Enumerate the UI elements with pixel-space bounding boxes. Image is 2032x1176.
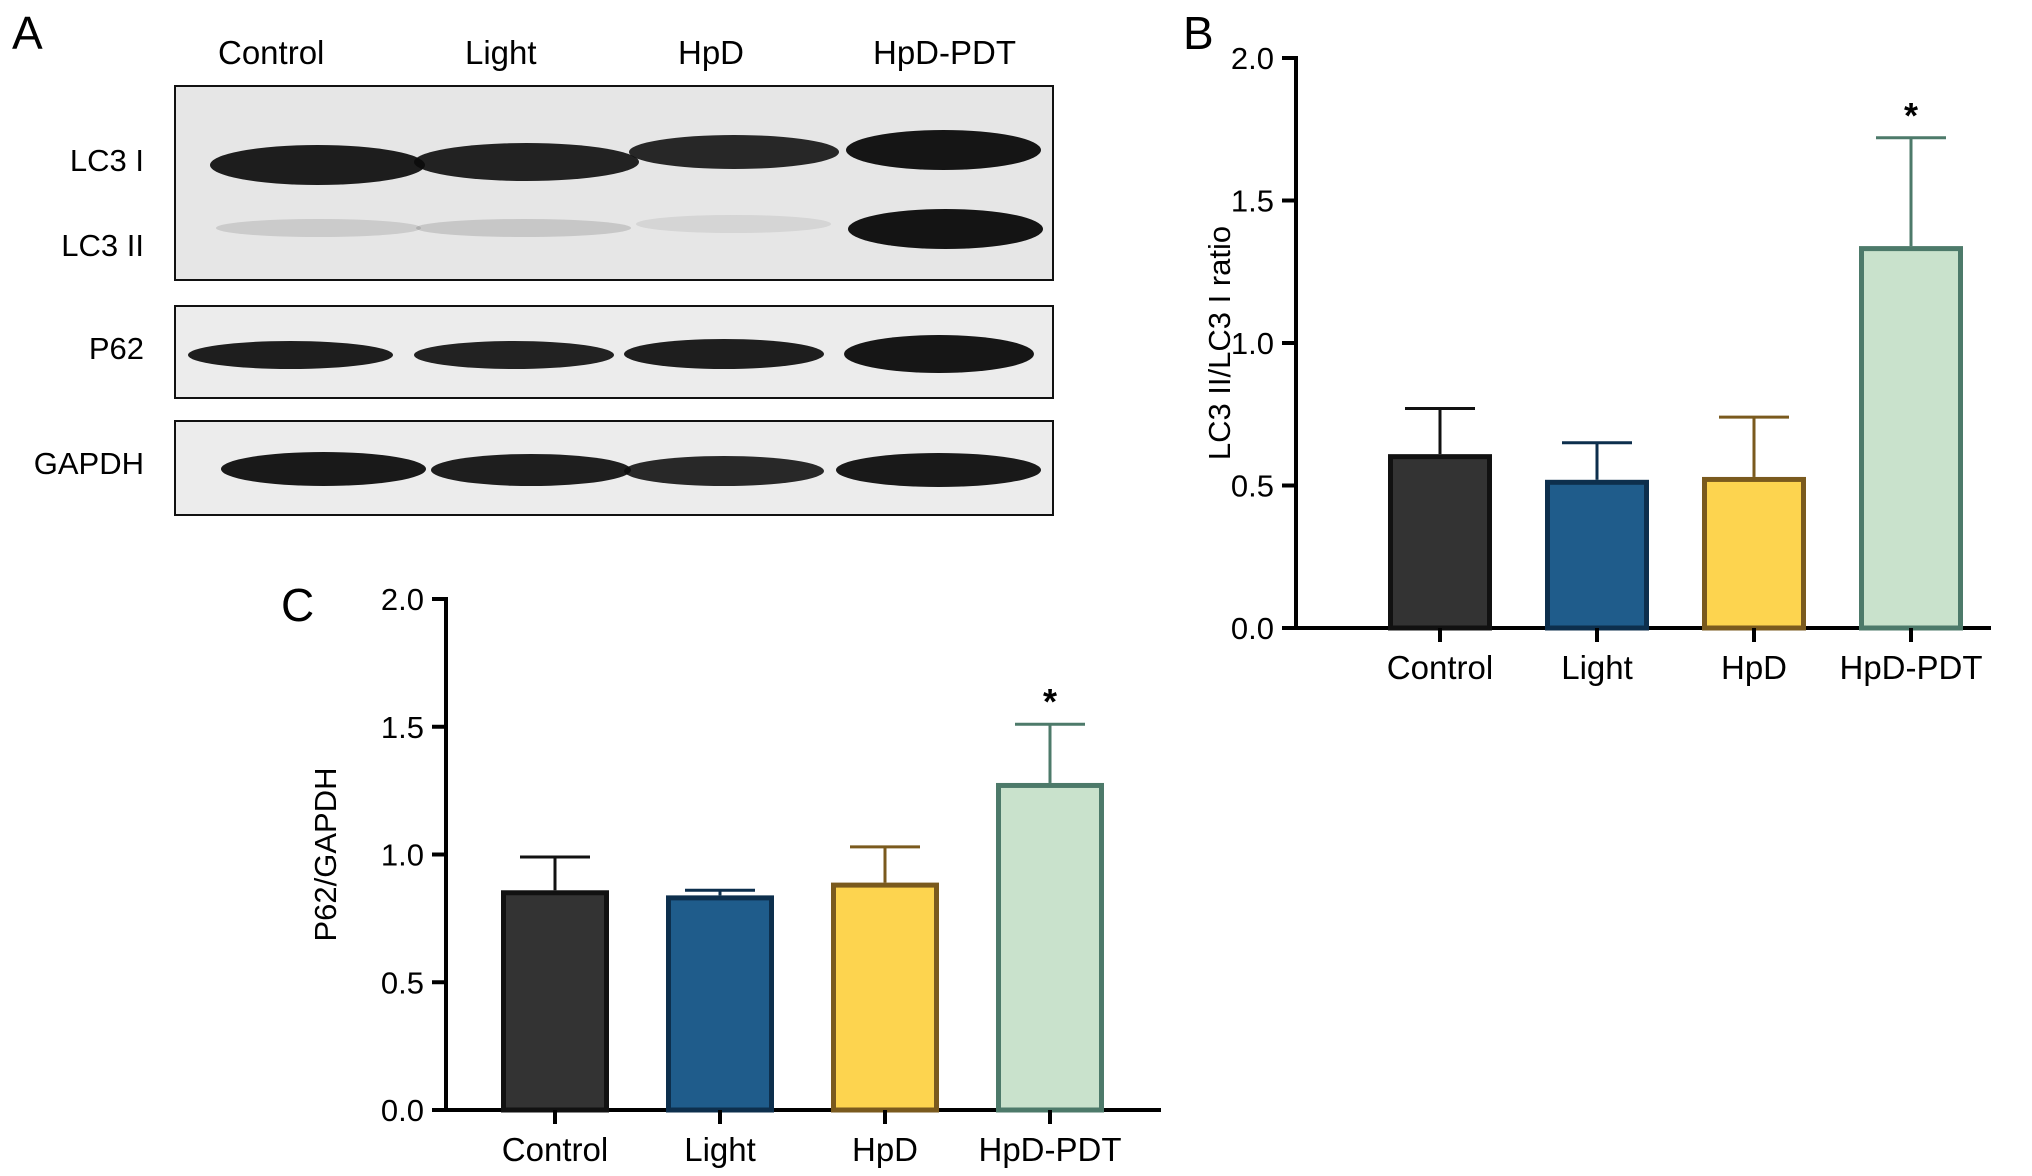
panel-letter-c: C [281, 579, 315, 631]
band-p62-hpd-pdt [844, 335, 1034, 373]
chart-c-x-tick-label: HpD-PDT [978, 1131, 1121, 1168]
band-p62-control [188, 341, 393, 369]
panel-letter-b: B [1183, 7, 1214, 59]
band-lc3-ii-hpd [636, 215, 831, 233]
chart-b-y-tick-label: 1.5 [1231, 184, 1274, 219]
band-gapdh-light [431, 454, 631, 486]
chart-b-y-tick-label: 2.0 [1231, 41, 1274, 76]
blot-p62 [174, 305, 1054, 399]
chart-b-significance-marker: * [1904, 95, 1918, 136]
band-lc3-i-hpd [629, 135, 839, 169]
blot-gapdh [174, 420, 1054, 516]
chart-b-x-tick-label: HpD [1721, 649, 1787, 686]
lane-label-hpd: HpD [678, 34, 745, 71]
chart-c-bar-hpd-pdt [996, 782, 1104, 1113]
chart-c-y-tick-label: 0.0 [381, 1093, 424, 1128]
band-lc3-ii-hpd-pdt [848, 209, 1043, 249]
chart-b-bar-hpd-pdt [1859, 246, 1963, 631]
chart-c-y-tick-label: 1.0 [381, 838, 424, 873]
chart-b-y-tick-label: 0.5 [1231, 469, 1274, 504]
band-lc3-i-hpd-pdt [846, 130, 1041, 170]
chart-b-x-tick-label: Light [1561, 649, 1633, 686]
band-lc3-i-control [210, 145, 425, 185]
chart-b-y-tick-label: 0.0 [1231, 611, 1274, 646]
row-label-lc3-ii: LC3 II [61, 228, 144, 263]
chart-b-y-axis-label: LC3 II/LC3 I ratio [1202, 226, 1237, 460]
panel-letter-a: A [12, 7, 43, 59]
chart-b-x-tick-label: Control [1387, 649, 1493, 686]
row-label-gapdh: GAPDH [33, 446, 144, 481]
band-p62-light [414, 341, 614, 369]
chart-c-bar-light [666, 895, 774, 1113]
chart-c-y-tick-label: 1.5 [381, 710, 424, 745]
band-p62-hpd [624, 339, 824, 369]
chart-b-x-tick-label: HpD-PDT [1839, 649, 1982, 686]
chart-c-bar-control [501, 890, 609, 1113]
blot-lc3 [174, 85, 1054, 281]
chart-c-y-tick-label: 2.0 [381, 582, 424, 617]
chart-c-bar-hpd [831, 882, 939, 1113]
row-label-p62: P62 [88, 331, 144, 366]
chart-c-y-tick-label: 0.5 [381, 965, 424, 1000]
band-gapdh-hpd-pdt [836, 453, 1041, 487]
chart-c-x-tick-label: Control [502, 1131, 608, 1168]
band-lc3-i-light [414, 143, 639, 181]
band-gapdh-control [221, 452, 426, 486]
chart-b-y-tick-label: 1.0 [1231, 326, 1274, 361]
band-lc3-ii-control [216, 219, 421, 237]
chart-c-significance-marker: * [1043, 681, 1057, 722]
chart-c-x-tick-label: Light [684, 1131, 756, 1168]
lane-label-hpd-pdt: HpD-PDT [873, 34, 1017, 71]
row-label-lc3-i: LC3 I [69, 143, 144, 178]
band-lc3-ii-light [416, 219, 631, 237]
lane-label-light: Light [465, 34, 537, 71]
chart-c-x-tick-label: HpD [852, 1131, 918, 1168]
chart-c-y-axis-label: P62/GAPDH [308, 767, 343, 941]
band-gapdh-hpd [624, 456, 824, 486]
lane-label-control: Control [218, 34, 325, 71]
